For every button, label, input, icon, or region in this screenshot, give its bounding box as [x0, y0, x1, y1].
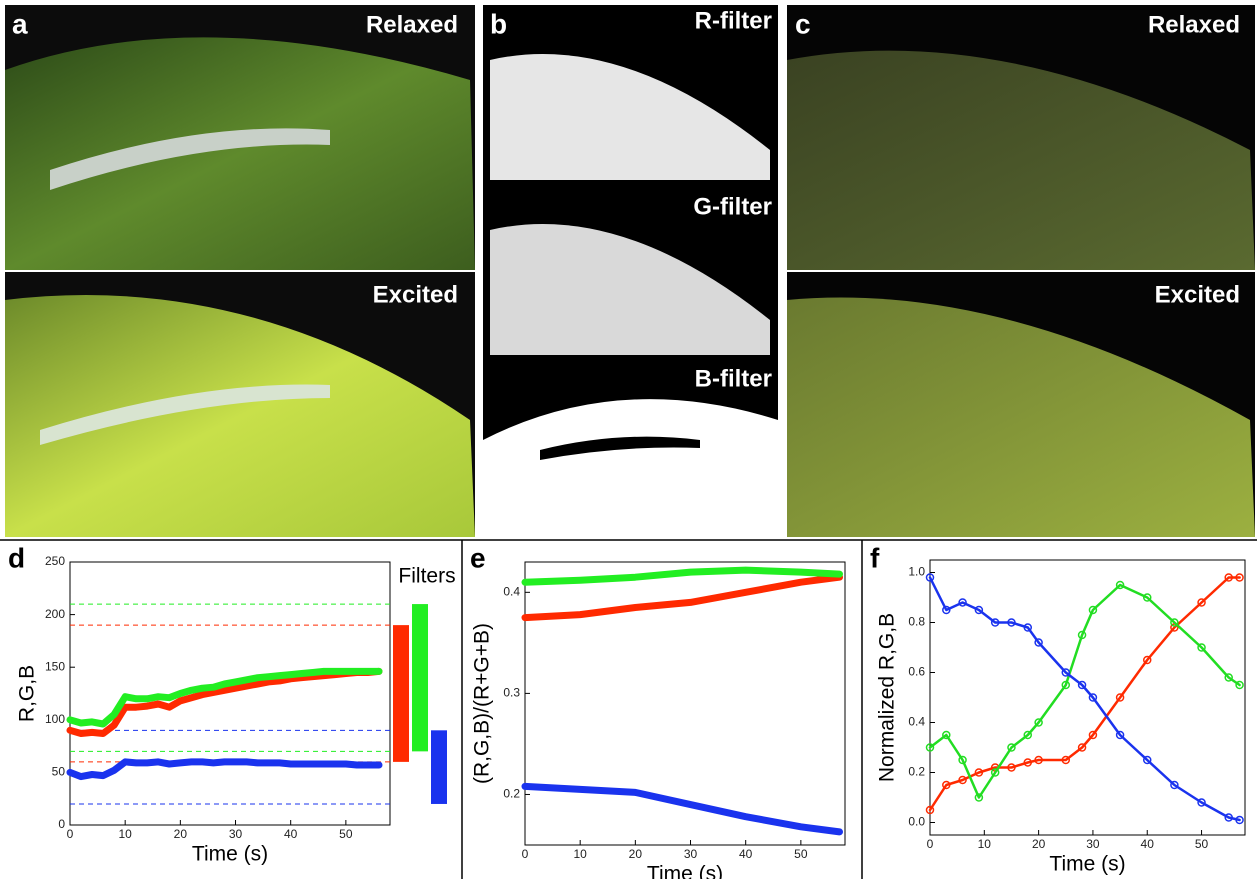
x-tick-label: 30 — [684, 847, 698, 861]
y-tick-label: 0.6 — [908, 665, 925, 679]
caption: Relaxed — [366, 11, 458, 38]
x-tick-label: 0 — [522, 847, 529, 861]
x-tick-label: 0 — [927, 837, 934, 851]
y-tick-label: 0.0 — [908, 815, 925, 829]
caption: R-filter — [695, 7, 772, 34]
y-tick-label: 0.4 — [503, 584, 520, 598]
filter-bar — [393, 625, 409, 762]
x-tick-label: 40 — [284, 827, 298, 841]
y-tick-label: 0 — [58, 817, 65, 831]
filter-bar — [431, 730, 447, 804]
filter-bar — [412, 604, 428, 751]
y-tick-label: 0.8 — [908, 615, 925, 629]
panel-label: f — [870, 542, 880, 573]
y-tick-label: 150 — [45, 659, 65, 673]
panel-label: d — [8, 542, 25, 573]
caption: B-filter — [695, 365, 772, 392]
photo-c — [787, 5, 1255, 537]
photo-a — [5, 5, 475, 537]
x-tick-label: 40 — [1141, 837, 1155, 851]
x-tick-label: 30 — [229, 827, 243, 841]
x-tick-label: 40 — [739, 847, 753, 861]
y-tick-label: 0.2 — [908, 765, 925, 779]
y-axis-label: Normalized R,G,B — [876, 613, 899, 782]
x-axis-label: Time (s) — [1049, 853, 1125, 876]
x-tick-label: 10 — [978, 837, 992, 851]
y-tick-label: 250 — [45, 554, 65, 568]
x-axis-label: Time (s) — [192, 843, 268, 866]
series-line — [930, 578, 1240, 821]
x-tick-label: 50 — [339, 827, 353, 841]
x-tick-label: 10 — [573, 847, 587, 861]
y-tick-label: 100 — [45, 712, 65, 726]
y-tick-label: 50 — [52, 765, 66, 779]
caption: Excited — [373, 281, 458, 308]
series-line — [525, 786, 840, 832]
panel-label: c — [795, 8, 811, 39]
figure: a Relaxed Excited b R-filter G-filter B-… — [0, 0, 1257, 879]
x-tick-label: 10 — [118, 827, 132, 841]
y-tick-label: 0.4 — [908, 715, 925, 729]
panel-label: a — [12, 8, 28, 39]
filters-label: Filters — [398, 565, 455, 588]
caption: Excited — [1155, 281, 1240, 308]
x-tick-label: 50 — [1195, 837, 1209, 851]
x-tick-label: 20 — [629, 847, 643, 861]
x-tick-label: 20 — [174, 827, 188, 841]
y-tick-label: 0.3 — [503, 686, 520, 700]
series-line — [70, 762, 379, 777]
caption: Relaxed — [1148, 11, 1240, 38]
x-tick-label: 20 — [1032, 837, 1046, 851]
photo-b — [483, 5, 778, 537]
y-tick-label: 1.0 — [908, 565, 925, 579]
y-tick-label: 200 — [45, 607, 65, 621]
x-axis-label: Time (s) — [647, 863, 723, 879]
plot-frame — [70, 562, 390, 825]
panel-label: e — [470, 542, 486, 573]
y-tick-label: 0.2 — [503, 787, 520, 801]
caption: G-filter — [693, 193, 772, 220]
panel-label: b — [490, 8, 507, 39]
x-tick-label: 0 — [67, 827, 74, 841]
y-axis-label: (R,G,B)/(R+G+B) — [471, 623, 494, 784]
series-line — [70, 671, 379, 724]
series-line — [930, 585, 1240, 798]
x-tick-label: 50 — [794, 847, 808, 861]
y-axis-label: R,G,B — [16, 665, 39, 722]
x-tick-label: 30 — [1086, 837, 1100, 851]
